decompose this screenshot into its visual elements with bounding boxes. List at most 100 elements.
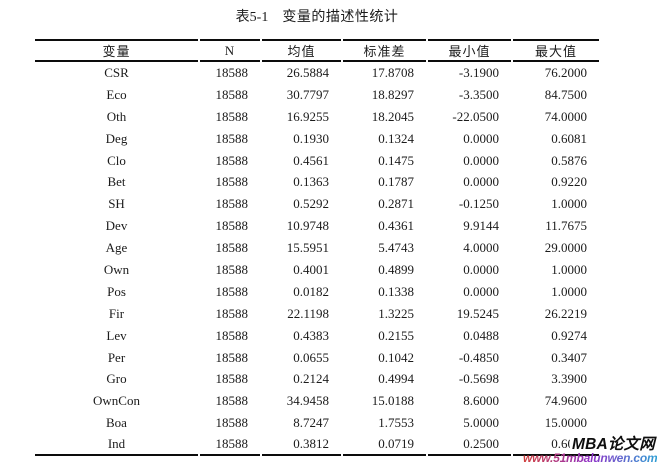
value-cell: 0.9274	[551, 327, 587, 343]
value-cell: 19.5245	[456, 305, 499, 321]
column-header: 均值	[262, 39, 341, 62]
value-cell: 0.1930	[293, 130, 329, 146]
value-cell: 0.9220	[551, 174, 587, 190]
variable-cell: Oth	[106, 108, 127, 124]
value-cell: 5.4743	[378, 240, 414, 256]
value-cell: 1.3225	[378, 305, 414, 321]
value-cell: 74.0000	[544, 108, 587, 124]
value-cell: -3.3500	[458, 86, 499, 102]
value-cell: -0.1250	[458, 196, 499, 212]
table-row: Age 18588 15.5951 5.4743 4.0000 29.0000	[35, 237, 599, 259]
value-cell: 26.5884	[286, 64, 329, 80]
value-cell: 18588	[215, 349, 249, 365]
value-cell: 0.4383	[293, 327, 329, 343]
variable-cell: Gro	[106, 371, 127, 387]
value-cell: 15.5951	[286, 240, 329, 256]
value-cell: 10.9748	[286, 218, 329, 234]
value-cell: 0.3812	[262, 434, 341, 457]
value-cell: 3.3900	[551, 371, 587, 387]
value-cell: 0.1363	[293, 174, 329, 190]
table-row: Oth 18588 16.9255 18.2045 -22.0500 74.0000	[35, 106, 599, 128]
value-cell: 1.0000	[551, 283, 587, 299]
variable-cell: Age	[105, 240, 128, 256]
value-cell: 0.2500	[428, 434, 511, 457]
table-row: Boa 18588 8.7247 1.7553 5.0000 15.0000	[35, 412, 599, 434]
value-cell: 0.4361	[378, 218, 414, 234]
table-row: OwnCon 18588 34.9458 15.0188 8.6000 74.9600	[35, 390, 599, 412]
value-cell: 18588	[215, 130, 249, 146]
value-cell: 18588	[215, 218, 249, 234]
variable-cell: Clo	[107, 152, 126, 168]
value-cell: 76.2000	[544, 64, 587, 80]
value-cell: -0.4850	[458, 349, 499, 365]
value-cell: 16.9255	[286, 108, 329, 124]
value-cell: 29.0000	[544, 240, 587, 256]
table-header-row: 变量 N 均值 标准差 最小值 最大值	[35, 39, 599, 62]
value-cell: 4.0000	[463, 240, 499, 256]
value-cell: 0.1787	[378, 174, 414, 190]
value-cell: 1.7553	[378, 415, 414, 431]
value-cell: 18588	[215, 174, 249, 190]
value-cell: 18588	[215, 196, 249, 212]
value-cell: 0.0182	[293, 283, 329, 299]
value-cell: 0.4561	[293, 152, 329, 168]
value-cell: 0.4001	[293, 261, 329, 277]
value-cell: 0.2155	[378, 327, 414, 343]
value-cell: 0.4899	[378, 261, 414, 277]
value-cell: 0.2124	[293, 371, 329, 387]
value-cell: 0.1324	[378, 130, 414, 146]
table-row: Own 18588 0.4001 0.4899 0.0000 1.0000	[35, 259, 599, 281]
column-header: N	[200, 39, 260, 62]
watermark-brand: MBA论文网	[570, 437, 658, 453]
value-cell: 18588	[215, 393, 249, 409]
value-cell: 18588	[215, 327, 249, 343]
value-cell: 18.2045	[371, 108, 414, 124]
value-cell: 22.1198	[287, 305, 329, 321]
value-cell: 30.7797	[286, 86, 329, 102]
table-row: SH 18588 0.5292 0.2871 -0.1250 1.0000	[35, 193, 599, 215]
variable-cell: Ind	[35, 434, 198, 457]
value-cell: 0.2871	[378, 196, 414, 212]
value-cell: 0.0000	[463, 152, 499, 168]
value-cell: 18588	[215, 152, 249, 168]
value-cell: 34.9458	[286, 393, 329, 409]
value-cell: 8.6000	[463, 393, 499, 409]
variable-cell: SH	[108, 196, 125, 212]
value-cell: 8.7247	[293, 415, 329, 431]
value-cell: 0.3407	[551, 349, 587, 365]
value-cell: -3.1900	[458, 64, 499, 80]
column-header: 最大值	[513, 39, 599, 62]
value-cell: 0.0000	[463, 130, 499, 146]
value-cell: 0.1042	[378, 349, 414, 365]
column-header: 变量	[35, 39, 198, 62]
value-cell: 18588	[215, 261, 249, 277]
table-row: Bet 18588 0.1363 0.1787 0.0000 0.9220	[35, 171, 599, 193]
variable-cell: Per	[107, 349, 126, 365]
value-cell: 0.1475	[378, 152, 414, 168]
variable-cell: Own	[103, 261, 130, 277]
value-cell: 18588	[215, 64, 249, 80]
table-body: CSR 18588 26.5884 17.8708 -3.1900 76.2000 Eco 1…	[35, 62, 599, 457]
table-row: CSR 18588 26.5884 17.8708 -3.1900 76.2000	[35, 62, 599, 84]
value-cell: 0.0000	[463, 261, 499, 277]
value-cell: 17.8708	[371, 64, 414, 80]
value-cell: 0.1338	[378, 283, 414, 299]
variable-cell: Dev	[105, 218, 128, 234]
value-cell: 0.5876	[551, 152, 587, 168]
value-cell: 11.7675	[545, 218, 587, 234]
table-number: 表5-1	[235, 10, 269, 25]
variable-cell: Eco	[106, 86, 127, 102]
value-cell: 18588	[200, 434, 260, 457]
column-header: 最小值	[428, 39, 511, 62]
table-row: Per 18588 0.0655 0.1042 -0.4850 0.3407	[35, 347, 599, 369]
descriptive-statistics-table: 变量 N 均值 标准差 最小值 最大值 CSR 18588 26.5884 17.8708 -3.…	[33, 39, 601, 457]
value-cell: 0.0000	[463, 283, 499, 299]
value-cell: 0.6081	[551, 130, 587, 146]
value-cell: 18588	[215, 305, 249, 321]
variable-cell: Lev	[106, 327, 127, 343]
value-cell: 0.0719	[343, 434, 426, 457]
table-row: Deg 18588 0.1930 0.1324 0.0000 0.6081	[35, 128, 599, 150]
value-cell: 9.9144	[463, 218, 499, 234]
